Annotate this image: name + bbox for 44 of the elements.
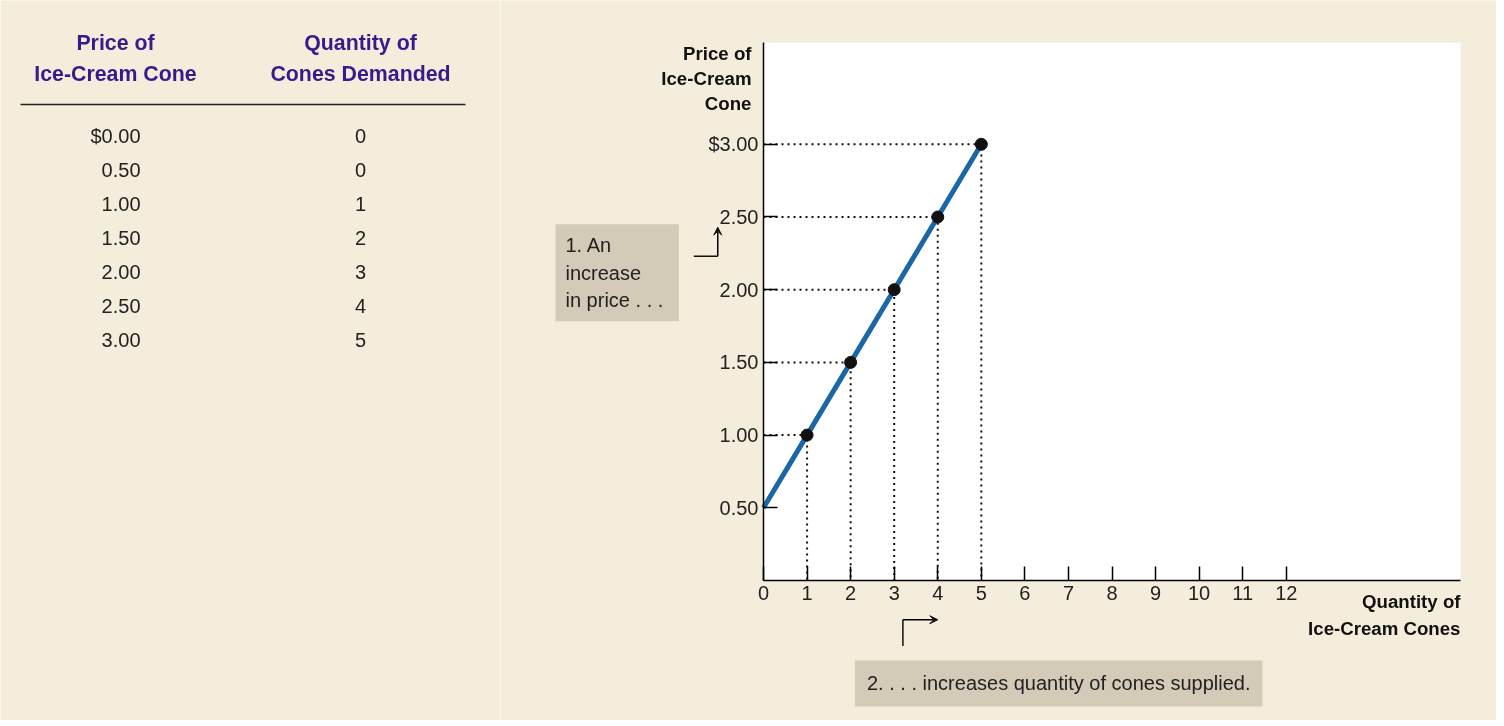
text: 2. . . . increases quantity of cones supplied. [866,672,1251,695]
x-tick-label: 2 [845,581,857,604]
point [844,355,858,369]
y-tick-label: 1.00 [719,424,759,447]
x-tick-label: 10 [1188,581,1211,604]
text: $0.00 [90,124,141,147]
text: 4 [354,294,367,317]
text: 5 [354,328,367,351]
x-tick-label: 6 [1019,581,1031,604]
point [931,210,945,224]
text: 2 [354,226,367,249]
y-tick-label: 1.50 [719,351,759,374]
x-tick-label: 9 [1150,581,1162,604]
y-tick-label: 2.00 [719,278,759,301]
x-tick-label: 4 [932,581,944,604]
x-axis-title: Quantity of Ice-Cream Cones [1308,590,1462,639]
text: 1.50 [101,226,141,249]
x-tick-label: 5 [975,581,987,604]
y-tick-label: $3.00 [708,133,759,156]
x-tick-label: 8 [1106,581,1118,604]
x-tick-label: 0 [757,581,770,604]
y-tick-label: 2.50 [719,205,759,228]
text: 1.00 [101,192,141,215]
x-tick-label: 11 [1232,581,1254,604]
text: 2.00 [101,260,141,283]
point [887,283,901,297]
text: Quantity of Cones Demanded [270,30,451,86]
text: 0 [354,124,367,147]
point [974,137,988,151]
text: 3 [354,260,367,283]
text: Price of Ice-Cream Cone [34,30,197,86]
text: 2.50 [101,294,141,317]
text: 1 [354,192,367,215]
text: 3.00 [101,328,141,351]
x-tick-label: 3 [888,581,900,604]
point [800,428,814,442]
text: 1. An increase in price . . . [565,234,664,312]
x-tick-label: 7 [1062,581,1074,604]
y-tick-label: 0.50 [719,496,759,519]
x-tick-label: 1 [801,581,813,604]
text: 0.50 [101,158,141,181]
x-tick-label: 12 [1275,581,1298,604]
text: 0 [354,158,367,181]
y-axis-title: Price of Ice-Cream Cone [661,42,753,114]
